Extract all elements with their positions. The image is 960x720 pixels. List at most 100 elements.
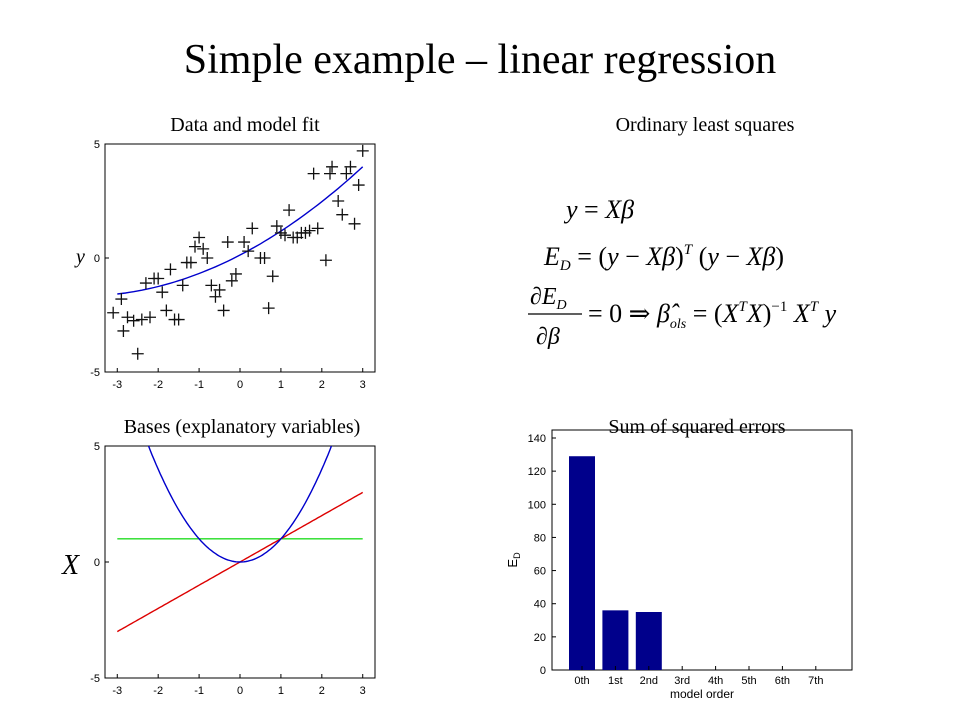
sse-xlabel: model order (670, 687, 734, 701)
data-point (135, 313, 148, 326)
bases-title: Bases (explanatory variables) (123, 416, 361, 438)
ols-eq2: ED = (y − Xβ)T (y − Xβ) (543, 242, 784, 274)
ols-title: Ordinary least squares (615, 114, 795, 136)
y-tick-label: -5 (90, 367, 100, 379)
x-tick-label: 4th (708, 675, 723, 687)
bar-2nd (635, 612, 662, 670)
ols-equations: y = Xβ ED = (y − Xβ)T (y − Xβ) ∂ED ∂β = … (528, 195, 837, 350)
data-point (258, 252, 271, 264)
data-point (283, 204, 296, 217)
y-tick-label: 0 (540, 665, 546, 677)
data-point (266, 270, 279, 283)
y-tick-label: 120 (528, 466, 546, 478)
y-tick-label: 40 (534, 599, 546, 611)
data-point (209, 290, 222, 303)
data-point (279, 229, 291, 242)
svg-text:ED = (y − Xβ)T (y − Xβ): ED = (y − Xβ)T (y − Xβ) (543, 242, 784, 274)
data-point (324, 167, 336, 180)
data-point (197, 242, 210, 255)
slide-title: Simple example – linear regression (183, 37, 777, 83)
sse-chart: 0 20 40 60 80 100 120 140 0th 1st 2nd 3rd 4th 5th 6th 7… (505, 429, 853, 701)
data-point (319, 254, 332, 267)
data-point (326, 160, 339, 173)
fit-curve (117, 166, 364, 295)
data-point (344, 160, 357, 173)
data-point (352, 179, 365, 192)
y-tick-label: 5 (94, 441, 100, 453)
data-point (144, 311, 156, 324)
svg-text:y = Xβ: y = Xβ (563, 195, 634, 224)
data-point (221, 236, 234, 249)
svg-text:= 0 ⇒ β̂ols = (XTX)−1 XT y: = 0 ⇒ β̂ols = (XTX)−1 XT y (588, 299, 837, 332)
data-point (336, 208, 349, 221)
data-point (172, 313, 185, 326)
data-point (201, 252, 214, 264)
x-tick-label: 1st (608, 675, 623, 687)
y-tick-label: 100 (528, 499, 546, 511)
x-tick-label: 5th (741, 675, 756, 687)
quadratic-basis-line (147, 446, 333, 563)
data-point (217, 304, 230, 317)
data-fit-ylabel: y (74, 246, 85, 268)
svg-text:∂ED: ∂ED (530, 284, 567, 313)
data-point (311, 222, 324, 235)
data-point (189, 240, 201, 253)
x-tick-label: -1 (194, 685, 204, 697)
data-point (270, 220, 283, 233)
data-point (348, 217, 361, 230)
x-tick-label: 2nd (640, 675, 658, 687)
y-tick-label: 5 (94, 139, 100, 151)
x-tick-label: -2 (153, 379, 163, 391)
data-point (184, 256, 197, 269)
data-point (229, 267, 242, 280)
data-fit-axes-box (104, 143, 376, 373)
x-tick-label: -3 (112, 379, 122, 391)
x-tick-label: 2 (319, 379, 325, 391)
data-point (107, 306, 120, 319)
data-point (164, 263, 177, 276)
bar-0th (569, 456, 595, 670)
y-tick-label: 0 (94, 557, 100, 569)
y-tick-label: 80 (534, 532, 546, 544)
data-point (127, 314, 140, 327)
data-point (213, 283, 226, 296)
sse-title: Sum of squared errors (608, 416, 786, 438)
x-tick-label: 7th (808, 675, 823, 687)
x-tick-label: 3 (360, 685, 366, 697)
x-tick-label: 2 (319, 685, 325, 697)
data-point (115, 293, 128, 306)
x-tick-label: 1 (278, 685, 284, 697)
data-point (156, 286, 169, 299)
ols-eq3: ∂ED ∂β = 0 ⇒ β̂ols = (XTX)−1 XT y (528, 284, 837, 350)
x-tick-label: 6th (775, 675, 790, 687)
data-point (332, 195, 345, 207)
x-tick-label: 3rd (674, 675, 690, 687)
data-point (246, 222, 259, 235)
data-point (117, 324, 130, 337)
bases-chart: -3 -2 -1 0 1 2 3 -5 0 5 X (61, 441, 376, 697)
ols-eq1: y = Xβ (563, 195, 634, 224)
bases-ylabel: X (61, 550, 80, 581)
data-point (131, 347, 144, 360)
data-point (242, 245, 255, 258)
x-tick-label: 3 (360, 379, 366, 391)
data-point (307, 167, 320, 180)
x-tick-label: 0 (237, 379, 243, 391)
y-tick-label: 0 (94, 253, 100, 265)
sse-ylabel: ED (505, 552, 522, 568)
data-fit-chart: -3 -2 -1 0 1 2 3 -5 0 5 y (74, 139, 376, 391)
data-point (176, 279, 189, 292)
x-tick-label: 0th (574, 675, 589, 687)
data-point (340, 167, 353, 180)
data-fit-title: Data and model fit (170, 114, 320, 136)
data-point (139, 277, 152, 290)
data-point (262, 302, 275, 315)
data-point (303, 224, 316, 237)
x-tick-label: -2 (153, 685, 163, 697)
data-point (205, 279, 218, 292)
x-tick-label: 1 (278, 379, 284, 391)
y-tick-label: 140 (528, 433, 546, 445)
data-point (225, 274, 238, 287)
data-point (193, 231, 206, 244)
